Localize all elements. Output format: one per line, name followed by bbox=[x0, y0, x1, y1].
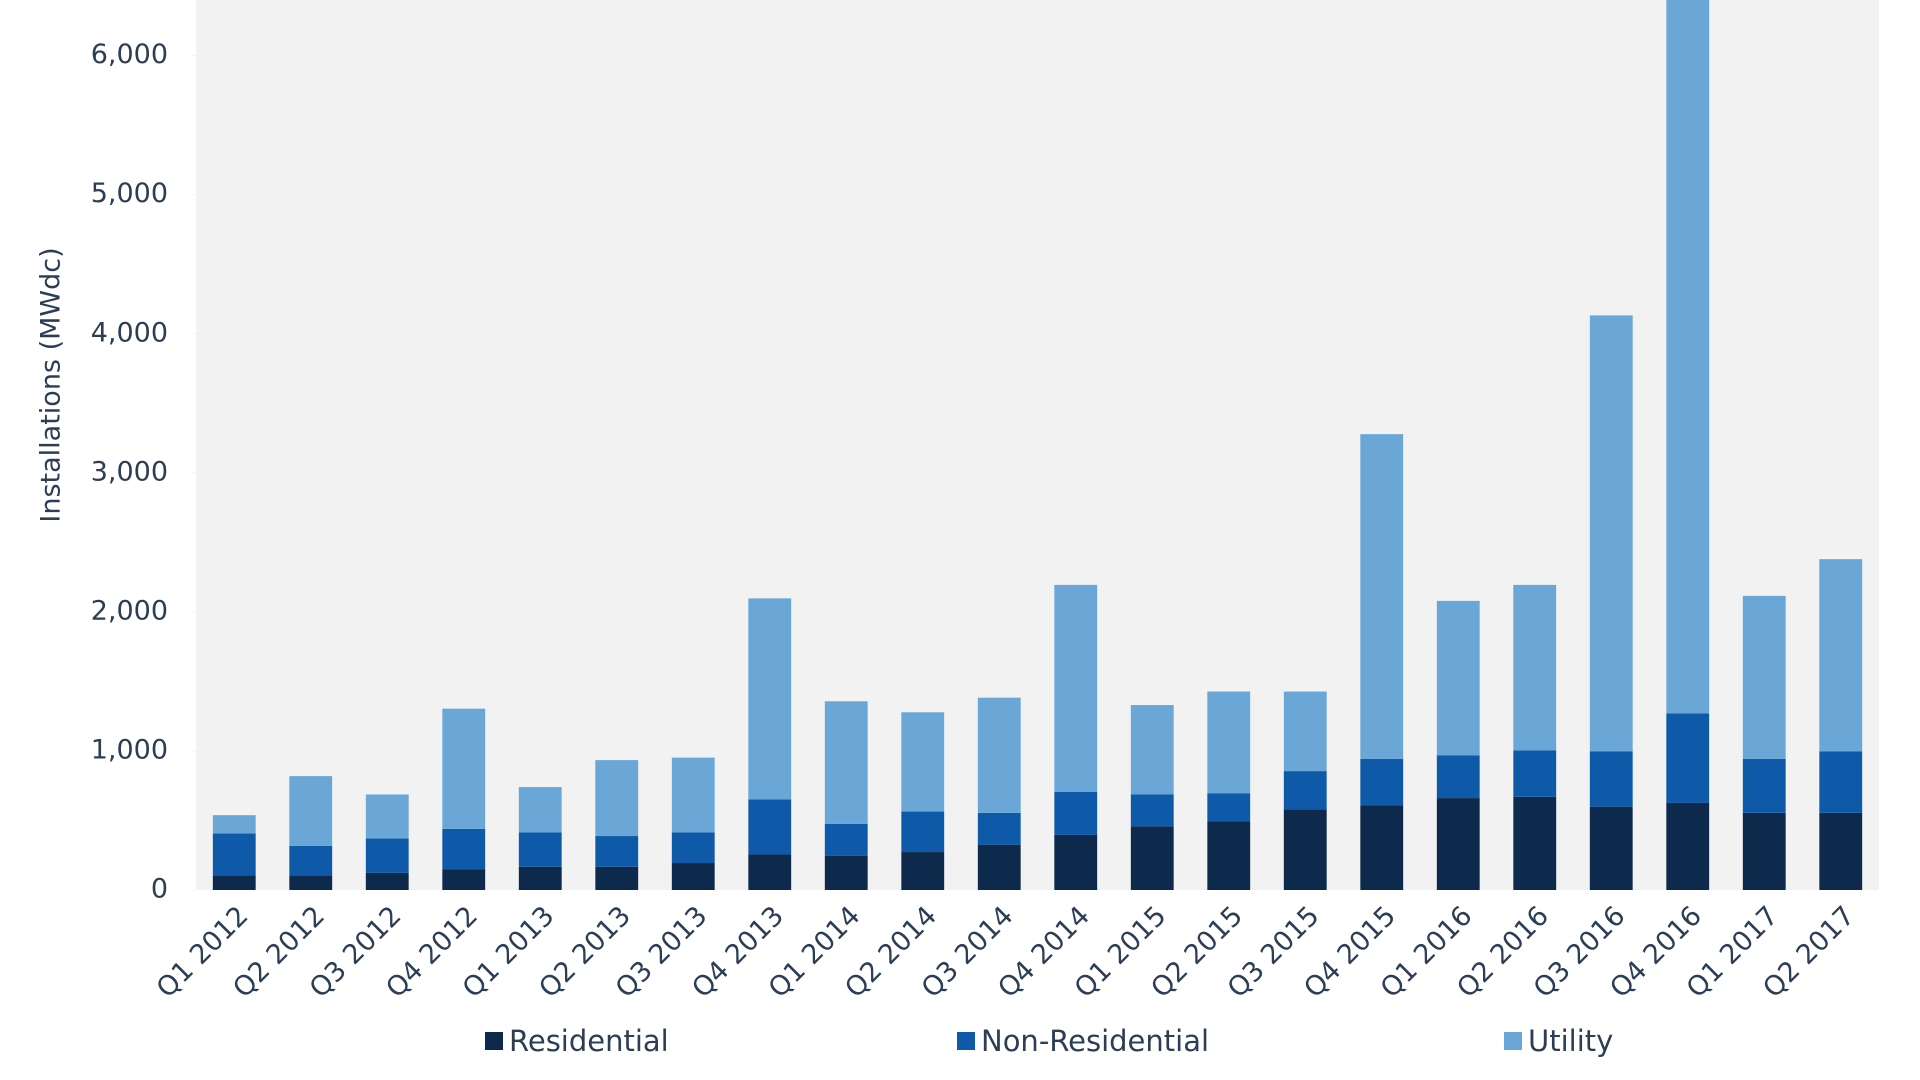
legend-swatch bbox=[1504, 1032, 1522, 1050]
bar-segment bbox=[901, 852, 945, 890]
bar-segment bbox=[1666, 713, 1710, 803]
bars bbox=[212, 0, 1863, 890]
bar-segment bbox=[1513, 584, 1557, 751]
bar-segment bbox=[1819, 559, 1863, 752]
legend-label: Residential bbox=[509, 1024, 669, 1058]
bar-segment bbox=[595, 760, 639, 837]
bar-segment bbox=[1589, 806, 1633, 890]
legend-swatch bbox=[957, 1032, 975, 1050]
bar-segment bbox=[1054, 584, 1098, 792]
bar-segment bbox=[1360, 434, 1404, 759]
bar-segment bbox=[1130, 705, 1174, 795]
bar-segment bbox=[1360, 758, 1404, 806]
bar-segment bbox=[671, 757, 715, 833]
bar-segment bbox=[671, 832, 715, 864]
bar-segment bbox=[1589, 751, 1633, 807]
bar-segment bbox=[595, 866, 639, 890]
bar-segment bbox=[289, 845, 333, 876]
bar-segment bbox=[1130, 794, 1174, 827]
y-tick-label: 4,000 bbox=[91, 317, 168, 348]
bar-segment bbox=[365, 838, 409, 873]
bar-segment bbox=[901, 811, 945, 853]
bar-segment bbox=[442, 828, 486, 870]
bar-segment bbox=[1666, 0, 1710, 714]
bar-segment bbox=[442, 869, 486, 890]
bar-segment bbox=[1283, 691, 1327, 772]
bar-segment bbox=[748, 854, 792, 890]
legend-swatch bbox=[485, 1032, 503, 1050]
bar-segment bbox=[1589, 315, 1633, 752]
bar-segment bbox=[518, 787, 562, 833]
bar-segment bbox=[671, 863, 715, 890]
bar-segment bbox=[1283, 809, 1327, 890]
bar-segment bbox=[1742, 595, 1786, 759]
bar-segment bbox=[1742, 758, 1786, 813]
bar-segment bbox=[212, 815, 256, 834]
legend-label: Utility bbox=[1528, 1024, 1613, 1058]
bar-segment bbox=[1819, 751, 1863, 813]
bar-segment bbox=[518, 866, 562, 890]
y-tick-label: 6,000 bbox=[91, 39, 168, 70]
bar-segment bbox=[748, 799, 792, 855]
bar-segment bbox=[824, 823, 868, 856]
bar-segment bbox=[1436, 600, 1480, 756]
legend-label: Non-Residential bbox=[981, 1024, 1209, 1058]
bar-segment bbox=[901, 712, 945, 812]
bar-segment bbox=[1360, 805, 1404, 890]
bar-segment bbox=[1436, 798, 1480, 890]
bar-segment bbox=[824, 701, 868, 824]
bar-segment bbox=[212, 833, 256, 876]
bar-segment bbox=[212, 875, 256, 890]
bar-segment bbox=[977, 812, 1021, 845]
bar-segment bbox=[1054, 834, 1098, 890]
bar-segment bbox=[289, 875, 333, 890]
bar-segment bbox=[1436, 755, 1480, 799]
bar-segment bbox=[518, 832, 562, 867]
bar-segment bbox=[748, 598, 792, 800]
bar-segment bbox=[1207, 821, 1251, 890]
y-tick-label: 2,000 bbox=[91, 595, 168, 626]
y-tick-label: 0 bbox=[151, 874, 168, 905]
bar-segment bbox=[824, 855, 868, 890]
y-axis-label: Installations (MWdc) bbox=[36, 247, 67, 522]
bar-segment bbox=[1130, 826, 1174, 890]
bar-segment bbox=[595, 836, 639, 867]
bar-segment bbox=[977, 697, 1021, 813]
bar-segment bbox=[1513, 796, 1557, 890]
bar-segment bbox=[442, 708, 486, 829]
bar-segment bbox=[1207, 691, 1251, 794]
y-tick-label: 5,000 bbox=[91, 178, 168, 209]
bar-segment bbox=[289, 776, 333, 846]
bar-segment bbox=[1513, 750, 1557, 797]
y-tick-label: 3,000 bbox=[91, 456, 168, 487]
bar-segment bbox=[365, 794, 409, 839]
bar-segment bbox=[1819, 812, 1863, 890]
bar-segment bbox=[365, 872, 409, 890]
bar-segment bbox=[1207, 793, 1251, 822]
bar-segment bbox=[1283, 771, 1327, 810]
bar-segment bbox=[977, 844, 1021, 890]
bar-segment bbox=[1666, 802, 1710, 890]
bar-segment bbox=[1742, 812, 1786, 890]
y-tick-label: 1,000 bbox=[91, 734, 168, 765]
bar-segment bbox=[1054, 791, 1098, 835]
